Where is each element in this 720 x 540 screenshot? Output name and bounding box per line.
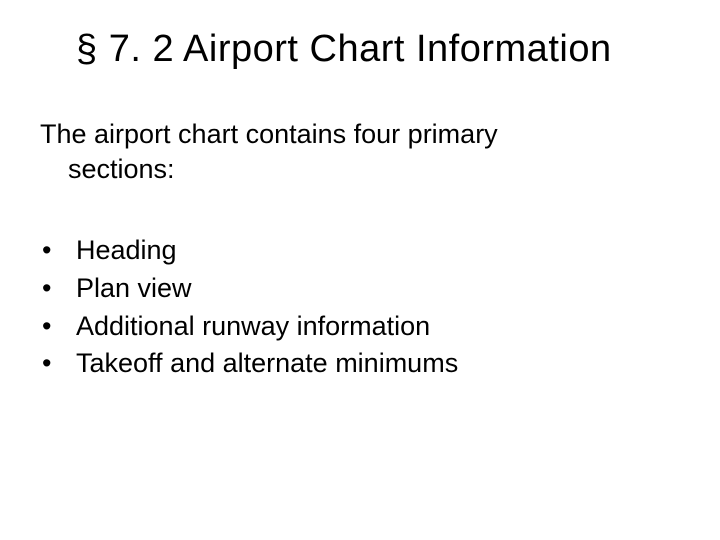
bullet-text: Heading bbox=[76, 232, 177, 270]
list-item: • Additional runway information bbox=[40, 308, 680, 346]
bullet-text: Additional runway information bbox=[76, 308, 430, 346]
bullet-text: Plan view bbox=[76, 270, 192, 308]
slide-container: § 7. 2 Airport Chart Information The air… bbox=[0, 0, 720, 540]
bullet-icon: • bbox=[40, 232, 76, 270]
intro-line-1: The airport chart contains four primary bbox=[40, 119, 498, 149]
intro-line-2: sections: bbox=[40, 152, 680, 187]
list-item: • Heading bbox=[40, 232, 680, 270]
intro-paragraph: The airport chart contains four primary … bbox=[40, 117, 680, 186]
list-item: • Takeoff and alternate minimums bbox=[40, 345, 680, 383]
bullet-list: • Heading • Plan view • Additional runwa… bbox=[40, 232, 680, 383]
slide-title: § 7. 2 Airport Chart Information bbox=[76, 28, 680, 71]
bullet-icon: • bbox=[40, 270, 76, 308]
list-item: • Plan view bbox=[40, 270, 680, 308]
bullet-text: Takeoff and alternate minimums bbox=[76, 345, 458, 383]
bullet-icon: • bbox=[40, 308, 76, 346]
bullet-icon: • bbox=[40, 345, 76, 383]
